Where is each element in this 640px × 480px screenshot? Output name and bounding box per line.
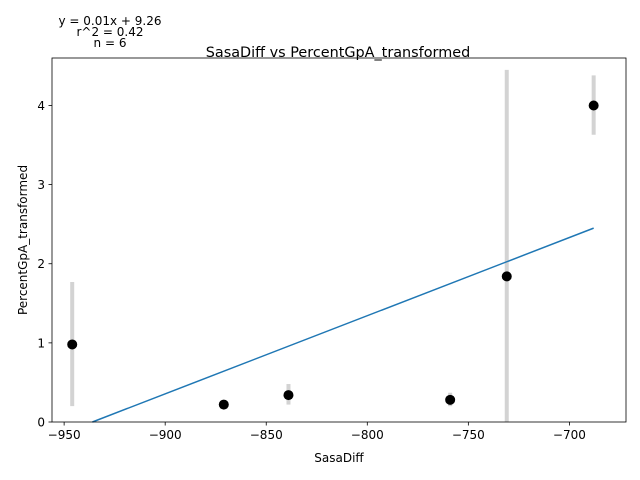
data-points (67, 100, 599, 410)
fit-line-group (92, 227, 594, 423)
fit-annotation: y = 0.01x + 9.26 r^2 = 0.42 n = 6 (58, 14, 161, 50)
y-tick-label: 4 (37, 99, 45, 113)
annotation-r-squared: r^2 = 0.42 (76, 25, 143, 39)
y-axis-label: PercentGpA_transformed (16, 165, 30, 315)
chart-title: SasaDiff vs PercentGpA_transformed (206, 45, 470, 61)
x-axis-ticks: −950 −900 −850 −800 −750 −700 (48, 422, 586, 442)
annotation-sample-size: n = 6 (94, 36, 127, 50)
y-tick-label: 2 (37, 257, 45, 271)
y-tick-label: 1 (37, 336, 45, 350)
x-tick-label: −950 (48, 428, 81, 442)
x-tick-label: −700 (553, 428, 586, 442)
regression-line (92, 227, 594, 423)
data-point-4 (501, 271, 512, 282)
x-tick-label: −850 (250, 428, 283, 442)
plot-area (67, 69, 599, 423)
x-tick-label: −750 (452, 428, 485, 442)
x-tick-label: −900 (149, 428, 182, 442)
data-point-1 (218, 399, 229, 410)
y-tick-label: 0 (37, 416, 45, 430)
error-bars (70, 69, 596, 422)
y-axis-ticks: 0 1 2 3 4 (37, 99, 52, 430)
data-point-2 (283, 390, 294, 401)
data-point-0 (67, 339, 78, 350)
axes-frame (51, 57, 627, 423)
x-tick-label: −800 (351, 428, 384, 442)
y-tick-label: 3 (37, 178, 45, 192)
data-point-5 (588, 100, 599, 111)
x-axis-label: SasaDiff (314, 451, 364, 465)
data-point-3 (445, 394, 456, 405)
annotation-equation: y = 0.01x + 9.26 (58, 14, 161, 28)
